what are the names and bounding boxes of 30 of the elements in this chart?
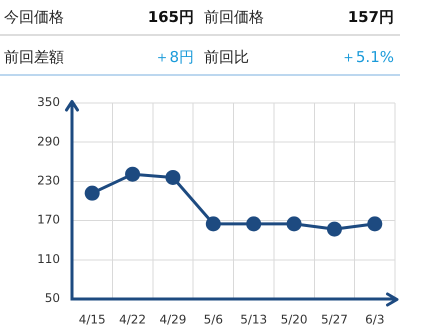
x-tick-label: 5/13	[240, 312, 268, 326]
text: 前回価格	[204, 8, 264, 26]
y-tick-label: 350	[37, 95, 60, 110]
text: 165円	[148, 8, 194, 26]
y-tick-label: 50	[44, 291, 60, 306]
x-tick-label: 5/6	[204, 312, 223, 326]
x-tick-label: 4/15	[78, 312, 106, 326]
x-tick-label: 5/20	[280, 312, 308, 326]
text: 今回価格	[4, 8, 64, 26]
text: 前回比	[204, 48, 249, 66]
y-tick-label: 110	[37, 252, 60, 266]
point	[326, 222, 342, 237]
point	[206, 216, 221, 232]
x-tick-label: 5/27	[320, 312, 348, 326]
y-tick-label: 170	[37, 212, 60, 227]
text: ＋5.1%	[340, 48, 394, 66]
point	[165, 170, 180, 185]
x-tick-label: 4/22	[119, 312, 146, 326]
x-tick-label: 6/3	[365, 312, 384, 326]
point	[125, 166, 140, 182]
y-tick-label: 290	[37, 134, 60, 148]
point	[84, 186, 100, 201]
text: ＋8円	[154, 48, 194, 66]
point	[286, 216, 302, 232]
point	[367, 216, 382, 232]
y-tick-label: 230	[37, 174, 60, 188]
text: 157円	[348, 8, 394, 26]
point	[246, 216, 262, 232]
text: 前回差額	[4, 48, 64, 66]
x-tick-label: 4/29	[159, 312, 186, 326]
